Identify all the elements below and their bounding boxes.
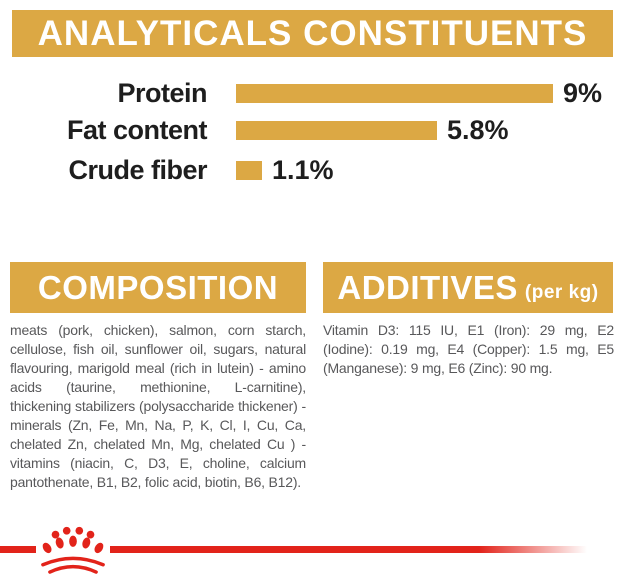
royal-canin-crown-icon [41,526,105,574]
crude-fiber-value: 1.1% [272,154,334,185]
protein-label: Protein [117,77,207,108]
fat-content-value: 5.8% [447,114,509,145]
additives-title: ADDITIVES [337,268,518,306]
brand-line-right [110,546,602,553]
crude-fiber-label: Crude fiber [68,154,207,185]
chart-row-fat-content: Fat content 5.8% [0,111,625,149]
brand-line-left [0,546,36,553]
analytical-constituents-header: ANALYTICALS CONSTITUENTS [12,10,613,57]
composition-title: COMPOSITION [37,268,279,306]
composition-header: COMPOSITION [10,262,306,313]
protein-value: 9% [563,77,603,108]
crude-fiber-bar [236,160,262,180]
additives-unit: (per kg) [524,281,599,303]
additives-body: Vitamin D3: 115 IU, E1 (Iron): 29 mg, E2… [323,322,614,376]
additives-header: ADDITIVES (per kg) [323,262,613,313]
fat-content-bar [236,120,437,140]
composition-body: meats (pork, chicken), salmon, corn star… [10,322,306,490]
chart-row-crude-fiber: Crude fiber 1.1% [0,151,625,189]
fat-content-label: Fat content [67,114,208,145]
analytical-constituents-title: ANALYTICALS CONSTITUENTS [37,13,588,53]
chart-row-protein: Protein 9% [0,74,625,112]
protein-bar [236,83,553,103]
